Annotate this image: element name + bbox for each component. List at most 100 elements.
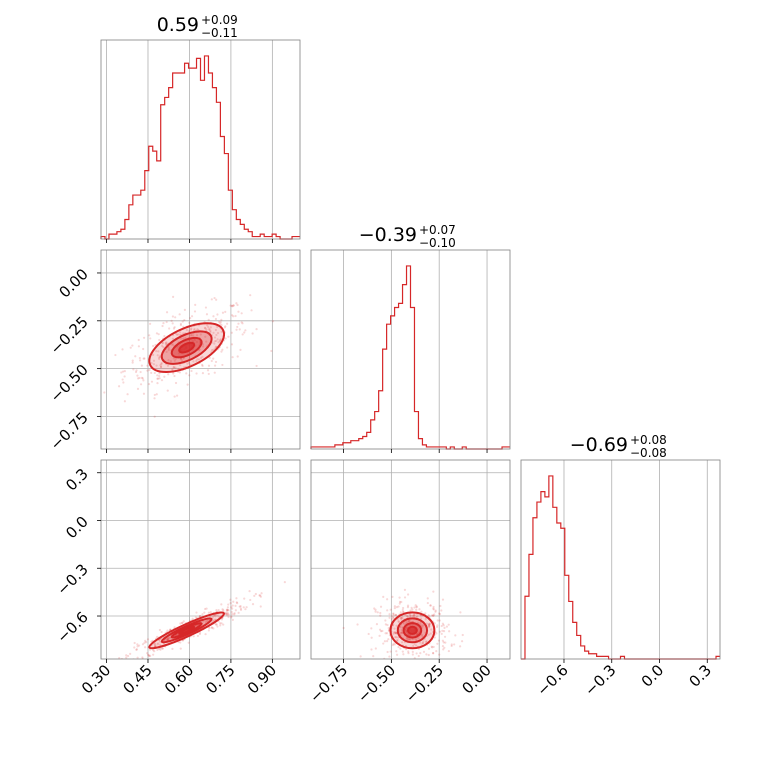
sample-point (421, 668, 423, 670)
sample-point (188, 321, 191, 324)
sample-point (146, 364, 149, 367)
sample-point (165, 638, 168, 641)
sample-point (172, 366, 176, 369)
sample-point (430, 645, 433, 648)
sample-point (171, 343, 175, 346)
sample-point (201, 355, 204, 359)
sample-point (179, 641, 182, 644)
sample-point (413, 606, 416, 609)
scatter-points (103, 294, 275, 418)
sample-point (152, 344, 155, 348)
sample-point (367, 632, 370, 636)
sample-point (152, 359, 156, 362)
sample-point (438, 613, 442, 616)
sample-point (221, 348, 224, 351)
sample-point (421, 641, 425, 645)
sample-point (153, 397, 156, 400)
sample-point (201, 364, 204, 367)
sample-point (243, 597, 246, 600)
sample-point (134, 664, 136, 666)
sample-point (419, 617, 423, 620)
sample-point (151, 353, 155, 356)
sample-point (224, 337, 227, 340)
sample-point (193, 338, 197, 342)
sample-point (150, 371, 153, 374)
sample-point (414, 638, 418, 641)
x-tick-label: −0.6 (533, 661, 571, 699)
sample-point (442, 648, 445, 651)
sample-point (131, 344, 134, 347)
x-tick-label: −0.25 (402, 661, 447, 706)
histogram-panel-1 (310, 249, 511, 453)
sample-point (160, 362, 163, 365)
sample-point (148, 368, 151, 372)
sample-point (415, 652, 418, 655)
sample-point (120, 371, 123, 374)
title-plus: +0.07 (419, 223, 456, 237)
sample-point (182, 332, 185, 335)
sample-point (136, 374, 139, 377)
sample-point (226, 606, 229, 609)
sample-point (188, 374, 191, 377)
sample-point (156, 382, 159, 385)
sample-point (137, 644, 141, 647)
sample-point (167, 349, 170, 352)
sample-point (386, 598, 389, 601)
sample-point (428, 622, 432, 625)
sample-point (235, 597, 238, 600)
sample-point (125, 654, 128, 657)
sample-point (388, 616, 391, 619)
sample-point (158, 355, 162, 359)
sample-point (224, 325, 227, 328)
sample-point (137, 345, 140, 348)
sample-point (231, 612, 234, 616)
sample-point (271, 320, 275, 323)
sample-point (159, 640, 162, 643)
sample-point (408, 638, 412, 641)
sample-point (143, 357, 146, 360)
sample-point (144, 639, 147, 642)
sample-point (421, 624, 424, 627)
sample-point (152, 653, 155, 656)
sample-point (402, 606, 405, 610)
sample-point (384, 619, 387, 622)
sample-point (147, 382, 151, 386)
scatter-points (342, 588, 464, 670)
sample-point (190, 333, 193, 336)
sample-point (385, 632, 389, 635)
sample-point (121, 660, 123, 662)
sample-point (372, 655, 375, 658)
panel-frame (520, 459, 721, 660)
sample-point (402, 610, 405, 614)
sample-point (418, 666, 420, 668)
sample-point (395, 653, 399, 656)
sample-point (213, 336, 217, 339)
sample-point (165, 320, 168, 324)
sample-point (405, 630, 408, 633)
sample-point (442, 624, 445, 627)
sample-point (179, 622, 182, 625)
sample-point (196, 634, 200, 638)
histogram-steps (521, 475, 720, 660)
sample-point (149, 322, 152, 325)
sample-point (225, 612, 228, 615)
sample-point (213, 296, 216, 300)
sample-point (419, 641, 422, 644)
sample-point (146, 652, 149, 655)
sample-point (223, 326, 226, 329)
sample-point (212, 315, 215, 318)
sample-point (166, 629, 169, 632)
sample-point (163, 375, 166, 378)
sample-point (208, 615, 212, 618)
sample-point (215, 333, 218, 337)
sample-point (214, 360, 218, 364)
sample-point (197, 358, 201, 361)
sample-point (236, 325, 239, 329)
sample-point (429, 632, 432, 635)
sample-point (238, 605, 241, 608)
sample-point (395, 636, 398, 639)
histogram-steps (100, 55, 300, 240)
sample-point (173, 374, 176, 378)
sample-point (158, 628, 161, 632)
